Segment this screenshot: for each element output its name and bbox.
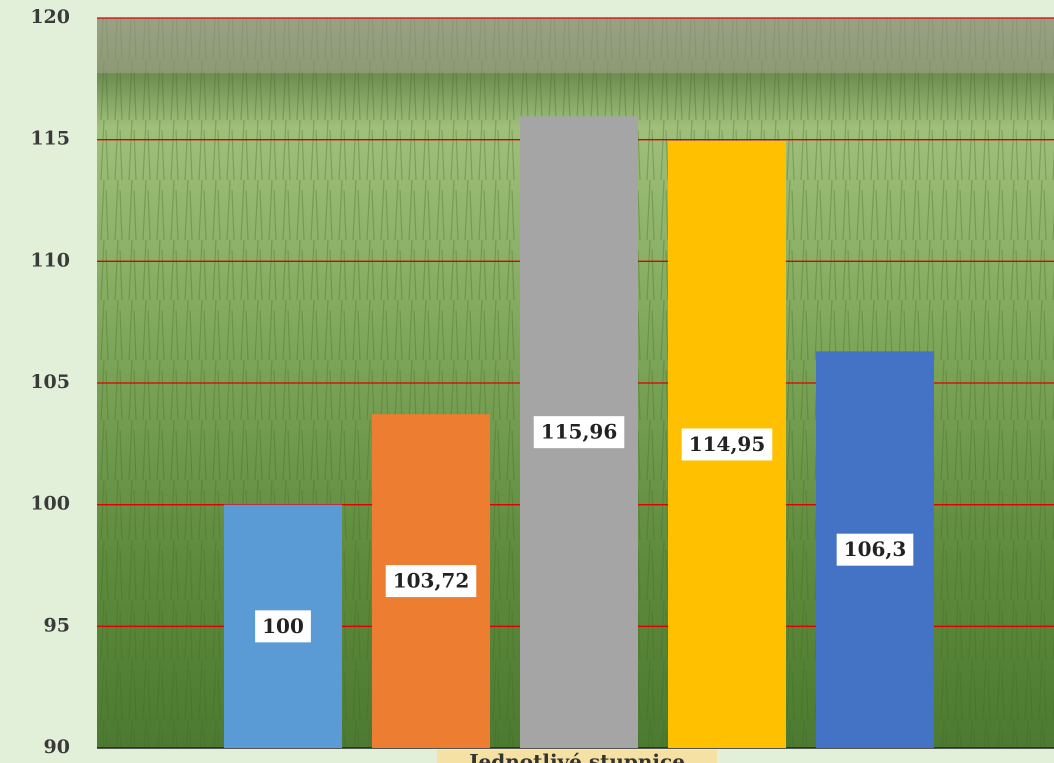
value-label: 100 [262, 614, 304, 638]
value-label: 114,95 [689, 432, 766, 456]
value-label: 106,3 [844, 537, 907, 561]
x-label-bg [437, 750, 717, 763]
value-label-bg [836, 533, 914, 566]
y-tick-label: 110 [30, 249, 70, 271]
y-tick-label: 105 [30, 371, 70, 393]
value-label-bg [533, 416, 625, 449]
y-tick-label: 95 [44, 614, 70, 636]
x-axis-label: Jednotlivé stupnice [467, 750, 685, 763]
value-label-bg [681, 428, 773, 461]
y-tick-label: 120 [30, 6, 70, 28]
value-label-bg [255, 610, 311, 643]
value-label: 103,72 [393, 569, 470, 593]
y-tick-label: 100 [30, 493, 70, 515]
value-label-bg [385, 565, 477, 598]
y-tick-label: 115 [30, 128, 70, 150]
background-strip [97, 18, 1054, 73]
y-tick-label: 90 [44, 736, 70, 758]
value-label: 115,96 [541, 420, 618, 444]
